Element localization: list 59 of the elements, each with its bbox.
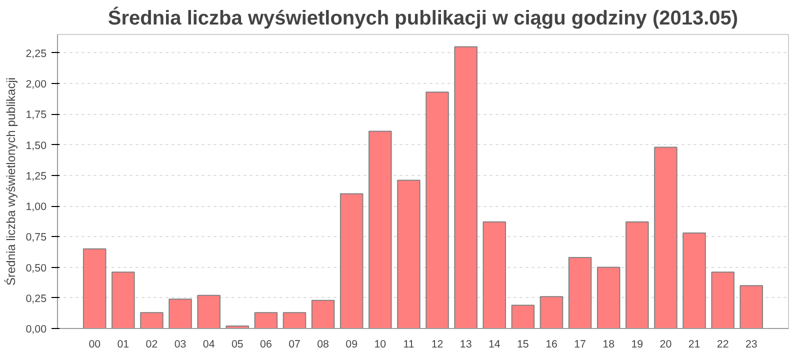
- bar: [197, 294, 220, 328]
- bar: [711, 272, 734, 328]
- bar: [168, 298, 192, 328]
- x-tick-label: 07: [288, 338, 301, 350]
- y-tick-label: 0,75: [26, 232, 47, 244]
- bar: [311, 300, 335, 328]
- bar: [511, 304, 535, 328]
- y-tick-label: 1,00: [26, 201, 47, 213]
- x-tick-label: 02: [146, 338, 158, 350]
- x-tick-label: 09: [346, 338, 358, 350]
- x-tick-label: 00: [88, 338, 101, 350]
- y-tick-label: 0,50: [26, 262, 47, 274]
- y-axis-title: Średnia liczba wyświetlonych publikacji: [4, 77, 18, 286]
- x-tick-label: 19: [631, 338, 644, 350]
- x-tick-label: 11: [403, 338, 414, 350]
- x-tick-label: 05: [231, 338, 244, 350]
- x-tick-label: 08: [317, 338, 330, 350]
- y-tick-label: 1,75: [26, 109, 47, 122]
- x-tick-label: 03: [174, 338, 186, 350]
- y-tick-label: 1,50: [26, 140, 47, 152]
- x-tick-label: 17: [574, 338, 586, 350]
- x-tick-label: 12: [431, 338, 444, 350]
- y-tick-label: 2,00: [26, 78, 47, 90]
- x-tick-label: 15: [517, 338, 529, 350]
- x-tick-label: 22: [716, 338, 729, 350]
- bar: [568, 256, 592, 328]
- bar: [596, 266, 620, 328]
- bar: [254, 312, 278, 328]
- x-tick-label: 10: [374, 338, 386, 350]
- chart-title: Średnia liczba wyświetlonych publikacji w ciągu godziny (2013.05): [108, 6, 738, 30]
- bar: [740, 285, 764, 328]
- y-tick-label: 2,25: [26, 48, 47, 60]
- bar: [368, 130, 392, 328]
- x-tick-label: 20: [660, 338, 672, 350]
- bar: [540, 296, 564, 328]
- bar: [482, 221, 506, 328]
- bar: [112, 272, 135, 328]
- x-tick-label: 21: [688, 338, 700, 350]
- x-tick-label: 13: [460, 338, 472, 350]
- bar: [426, 92, 449, 328]
- bar: [397, 180, 420, 328]
- x-tick-label: 06: [260, 338, 272, 350]
- x-tick-label: 16: [546, 338, 558, 350]
- bar: [140, 312, 164, 328]
- x-tick-label: 18: [602, 338, 615, 350]
- bar: [626, 221, 649, 328]
- x-tick-label: 04: [202, 338, 215, 350]
- y-tick-label: 0,00: [26, 324, 47, 336]
- y-tick-label: 1,25: [26, 170, 47, 182]
- bar: [282, 312, 306, 328]
- x-tick-label: 14: [488, 338, 500, 350]
- x-tick-label: 01: [117, 338, 130, 350]
- x-tick-label: 23: [745, 338, 758, 350]
- bar: [82, 248, 106, 328]
- bar: [682, 232, 706, 328]
- bar: [454, 46, 478, 328]
- bar: [654, 146, 678, 328]
- bar: [340, 193, 364, 328]
- y-tick-label: 0,25: [26, 292, 47, 305]
